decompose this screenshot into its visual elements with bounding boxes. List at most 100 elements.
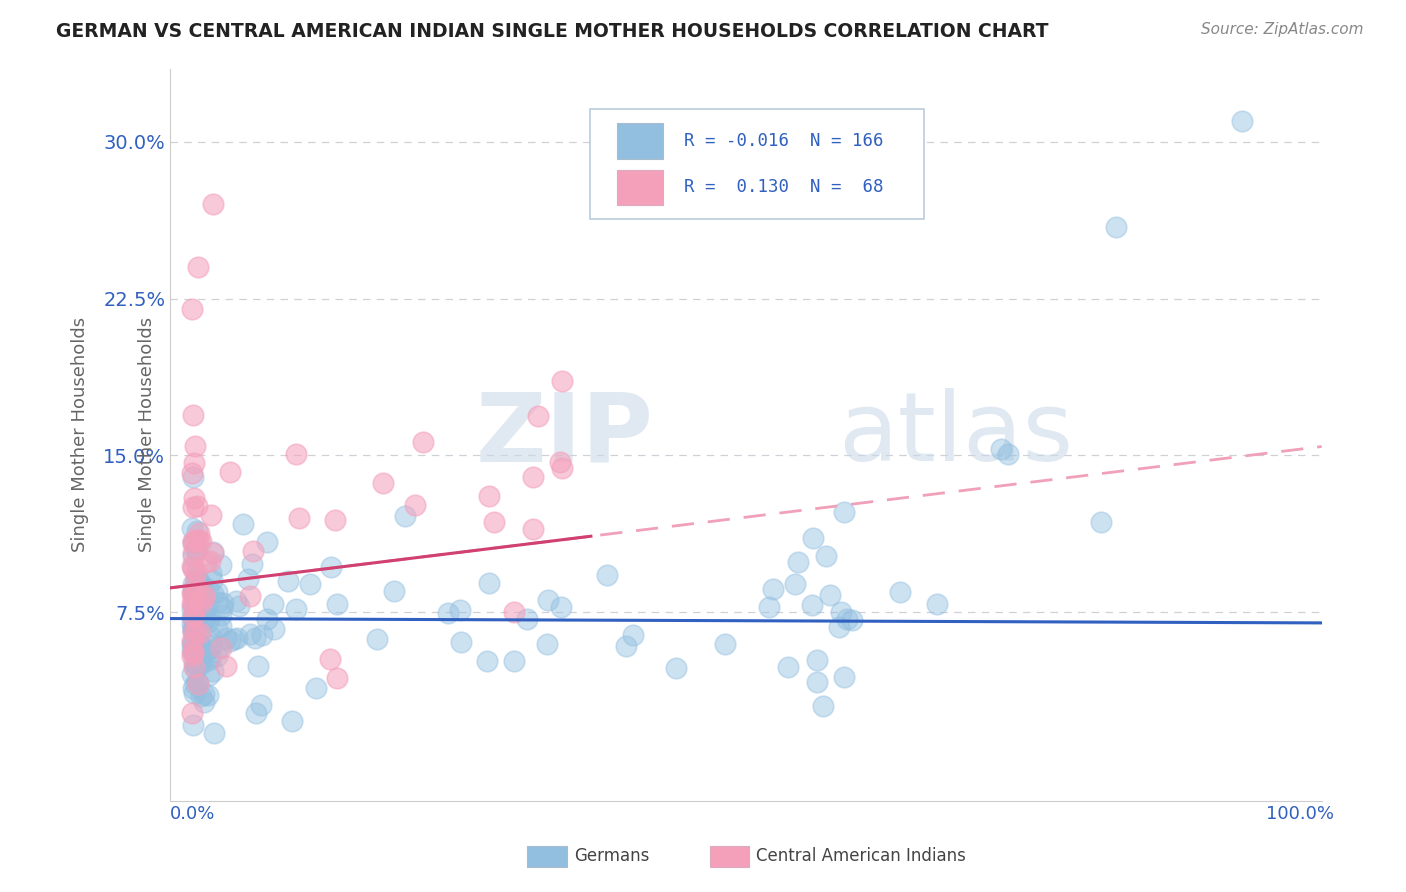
Point bbox=[187, 525, 209, 540]
Point bbox=[665, 661, 688, 675]
Point bbox=[211, 600, 233, 615]
Point bbox=[889, 585, 911, 599]
Point bbox=[202, 725, 225, 739]
Point bbox=[186, 652, 208, 666]
Text: Germans: Germans bbox=[574, 847, 650, 865]
Point bbox=[326, 598, 349, 612]
Point bbox=[475, 654, 498, 668]
Point bbox=[280, 714, 302, 729]
Point bbox=[181, 536, 204, 550]
Point bbox=[181, 644, 204, 658]
Point bbox=[550, 599, 572, 614]
Point bbox=[437, 606, 460, 620]
Point bbox=[835, 612, 858, 626]
Point bbox=[208, 640, 231, 654]
Point bbox=[190, 533, 212, 548]
Point bbox=[181, 622, 204, 636]
Point bbox=[200, 566, 222, 580]
Point bbox=[181, 466, 204, 480]
Point bbox=[242, 544, 264, 558]
Point bbox=[990, 442, 1012, 456]
Point bbox=[621, 628, 644, 642]
Point bbox=[783, 577, 806, 591]
Point bbox=[181, 576, 204, 591]
Point bbox=[181, 648, 204, 663]
Point bbox=[195, 599, 218, 614]
Point bbox=[181, 623, 204, 637]
Point bbox=[200, 630, 222, 644]
Point bbox=[250, 698, 273, 713]
Point bbox=[187, 641, 209, 656]
Point bbox=[181, 408, 204, 422]
Point bbox=[181, 637, 204, 651]
Point bbox=[183, 456, 205, 470]
Point bbox=[830, 605, 852, 619]
Point bbox=[181, 558, 204, 573]
Point bbox=[222, 632, 245, 646]
Point bbox=[186, 659, 208, 673]
Point bbox=[194, 609, 217, 624]
Point bbox=[997, 446, 1019, 460]
Point bbox=[187, 676, 209, 690]
Point bbox=[522, 522, 544, 536]
Point bbox=[184, 647, 207, 661]
Point bbox=[198, 641, 221, 656]
Point bbox=[181, 562, 204, 576]
Point bbox=[250, 628, 273, 642]
Point bbox=[245, 706, 267, 720]
Point bbox=[1104, 219, 1126, 234]
Point bbox=[256, 535, 278, 549]
Text: Source: ZipAtlas.com: Source: ZipAtlas.com bbox=[1201, 22, 1364, 37]
Point bbox=[209, 640, 232, 655]
Point bbox=[801, 531, 824, 545]
Text: atlas: atlas bbox=[838, 388, 1073, 481]
Point bbox=[181, 597, 204, 611]
Point bbox=[188, 653, 211, 667]
Point bbox=[186, 533, 208, 547]
Point bbox=[537, 593, 560, 607]
Point bbox=[209, 558, 232, 573]
Point bbox=[181, 549, 204, 563]
Point bbox=[200, 508, 222, 522]
Point bbox=[800, 599, 823, 613]
Point bbox=[181, 616, 204, 631]
Point bbox=[183, 491, 205, 506]
Point bbox=[811, 699, 834, 714]
Point bbox=[193, 588, 215, 602]
Point bbox=[239, 589, 262, 603]
Point bbox=[478, 489, 501, 503]
Point bbox=[205, 648, 228, 663]
Point bbox=[181, 610, 204, 624]
Point bbox=[191, 587, 214, 601]
Point bbox=[181, 585, 204, 599]
Point bbox=[209, 607, 232, 622]
Point bbox=[225, 594, 247, 608]
Point bbox=[806, 653, 828, 667]
Point bbox=[181, 585, 204, 599]
Point bbox=[806, 674, 828, 689]
Point bbox=[205, 621, 228, 635]
Point bbox=[596, 567, 619, 582]
Point bbox=[191, 642, 214, 657]
Text: R = -0.016  N = 166: R = -0.016 N = 166 bbox=[683, 132, 883, 150]
Point bbox=[184, 543, 207, 558]
Point bbox=[758, 599, 780, 614]
Point bbox=[1232, 113, 1254, 128]
Point bbox=[197, 582, 219, 597]
Point bbox=[183, 608, 205, 623]
Point bbox=[209, 619, 232, 633]
Point bbox=[186, 620, 208, 634]
Point bbox=[184, 625, 207, 640]
Point bbox=[183, 596, 205, 610]
Point bbox=[181, 624, 204, 639]
Point bbox=[232, 516, 254, 531]
Point bbox=[262, 598, 284, 612]
Point bbox=[219, 465, 242, 479]
Point bbox=[550, 460, 572, 475]
Point bbox=[277, 574, 299, 589]
Point bbox=[188, 533, 211, 547]
Point bbox=[186, 608, 208, 623]
Point bbox=[218, 634, 240, 648]
Point bbox=[548, 455, 571, 469]
Point bbox=[304, 681, 326, 695]
